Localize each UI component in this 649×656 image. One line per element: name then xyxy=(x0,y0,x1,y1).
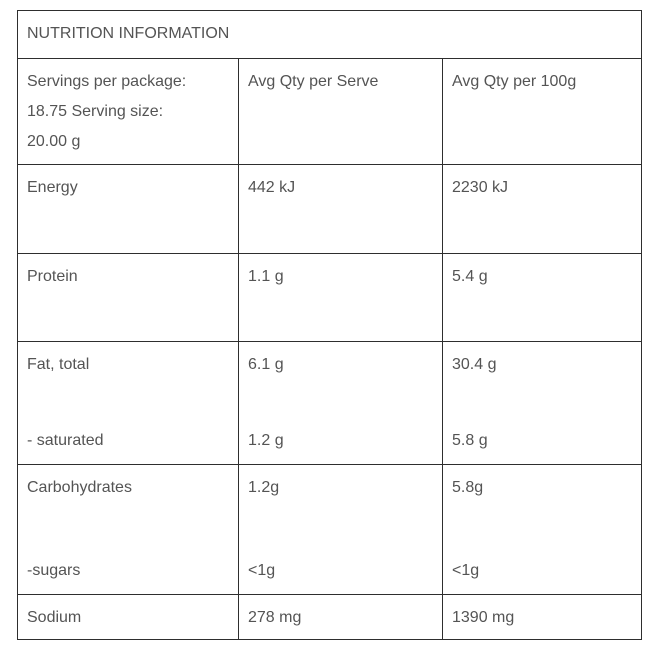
fat-saturated-per-serve-value: 1.2 g xyxy=(248,432,284,449)
carbohydrates-per-100g-cell: 5.8g <1g xyxy=(442,464,641,594)
nutrition-table: NUTRITION INFORMATION Servings per packa… xyxy=(17,10,642,640)
fat-total-per-serve-value: 6.1 g xyxy=(248,356,284,373)
sodium-per-100g-value: 1390 mg xyxy=(442,594,641,639)
col-header-avg-qty-per-serve: Avg Qty per Serve xyxy=(238,58,442,164)
carbohydrates-label: Carbohydrates xyxy=(27,479,132,496)
fat-total-label: Fat, total xyxy=(27,356,90,373)
table-title: NUTRITION INFORMATION xyxy=(18,11,641,58)
sugars-per-serve-value: <1g xyxy=(248,562,276,579)
sugars-label: -sugars xyxy=(27,562,81,579)
fat-total-per-100g-value: 30.4 g xyxy=(452,356,497,373)
carbohydrates-per-serve-value: 1.2g xyxy=(248,479,280,496)
row-label-sodium: Sodium xyxy=(18,594,238,639)
carbohydrates-per-100g-value: 5.8g xyxy=(452,479,484,496)
row-label-energy: Energy xyxy=(18,164,238,253)
fat-saturated-label: - saturated xyxy=(27,432,104,449)
carbohydrates-per-serve-cell: 1.2g <1g xyxy=(238,464,442,594)
energy-per-100g-value: 2230 kJ xyxy=(442,164,641,253)
col-header-avg-qty-per-100g: Avg Qty per 100g xyxy=(442,58,641,164)
fat-per-100g-cell: 30.4 g 5.8 g xyxy=(442,341,641,464)
servings-info: Servings per package: 18.75 Serving size… xyxy=(18,58,238,164)
row-label-protein: Protein xyxy=(18,253,238,341)
fat-saturated-per-100g-value: 5.8 g xyxy=(452,432,488,449)
sugars-per-100g-value: <1g xyxy=(452,562,480,579)
row-label-fat: Fat, total - saturated xyxy=(18,341,238,464)
row-label-carbohydrates: Carbohydrates -sugars xyxy=(18,464,238,594)
sodium-per-serve-value: 278 mg xyxy=(238,594,442,639)
energy-per-serve-value: 442 kJ xyxy=(238,164,442,253)
protein-per-100g-value: 5.4 g xyxy=(442,253,641,341)
fat-per-serve-cell: 6.1 g 1.2 g xyxy=(238,341,442,464)
protein-per-serve-value: 1.1 g xyxy=(238,253,442,341)
